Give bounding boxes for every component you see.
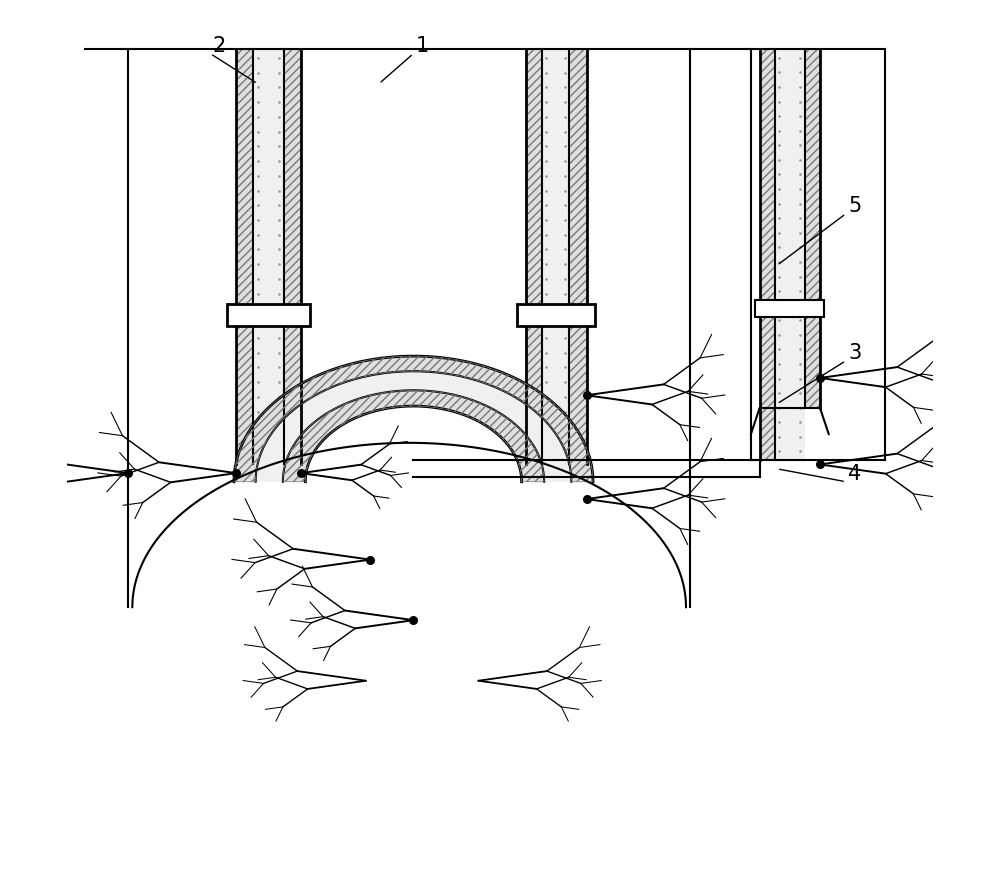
Polygon shape <box>760 50 775 461</box>
Polygon shape <box>569 50 587 465</box>
Polygon shape <box>283 391 544 482</box>
Text: 2: 2 <box>212 36 225 56</box>
Polygon shape <box>805 50 820 409</box>
Polygon shape <box>755 301 824 318</box>
Text: 1: 1 <box>416 36 429 56</box>
Text: 4: 4 <box>848 464 861 484</box>
Polygon shape <box>256 371 571 482</box>
Polygon shape <box>227 305 310 327</box>
Polygon shape <box>253 50 284 465</box>
Polygon shape <box>526 50 542 465</box>
Polygon shape <box>517 305 595 327</box>
Polygon shape <box>542 50 569 465</box>
Polygon shape <box>284 50 301 465</box>
Polygon shape <box>775 50 805 461</box>
Polygon shape <box>305 407 522 482</box>
Text: 3: 3 <box>848 342 861 363</box>
Polygon shape <box>234 356 593 482</box>
Text: 5: 5 <box>848 196 861 216</box>
Polygon shape <box>236 50 253 465</box>
